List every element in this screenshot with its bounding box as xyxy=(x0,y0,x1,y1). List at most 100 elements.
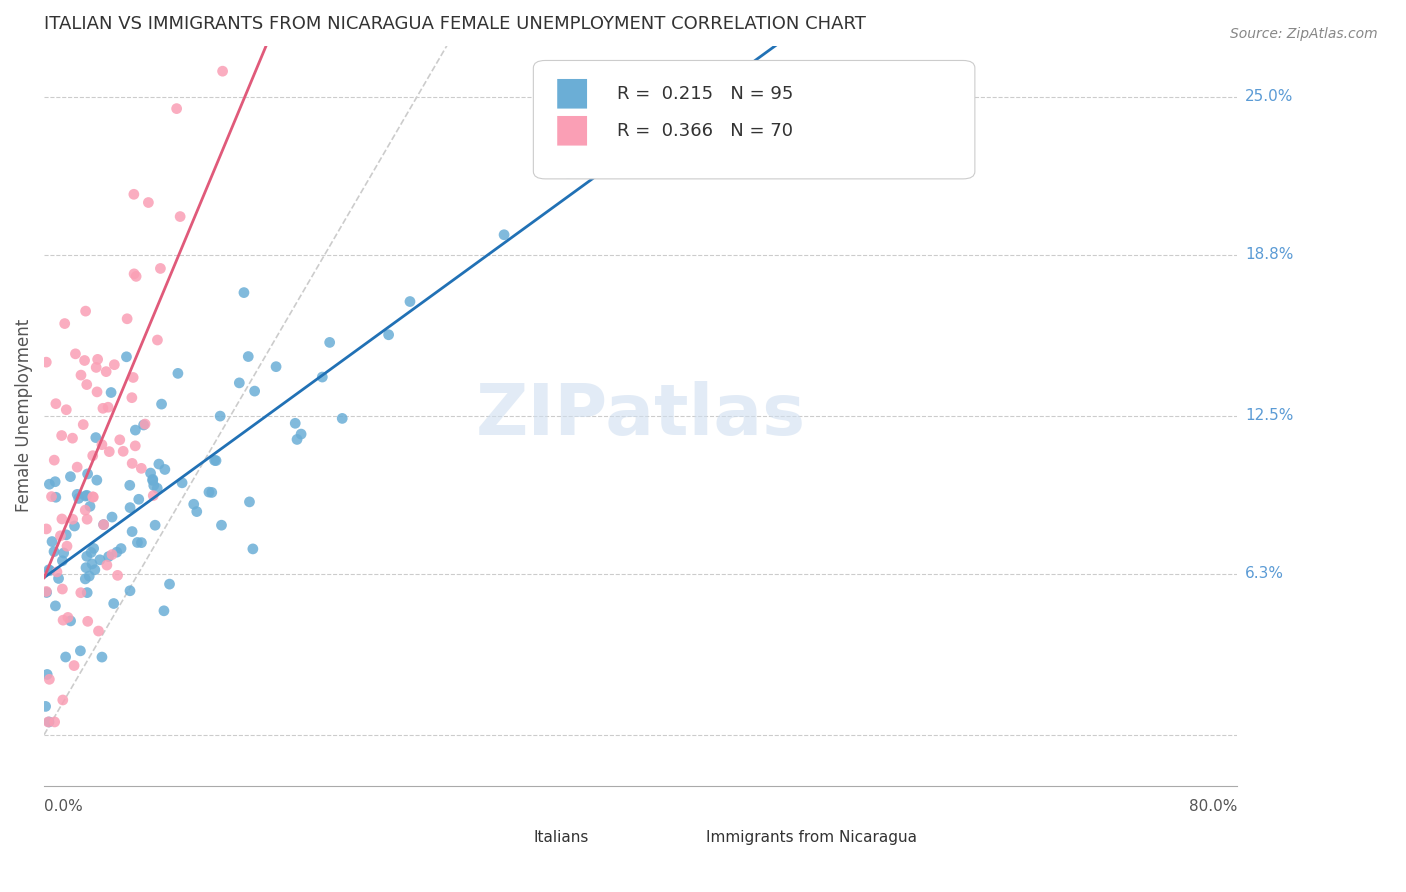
Point xyxy=(150,397,173,411)
Point xyxy=(142,489,165,503)
Point xyxy=(80,545,103,559)
Point xyxy=(42,544,65,558)
Point xyxy=(101,548,124,562)
Point xyxy=(63,519,86,533)
Text: Italians: Italians xyxy=(533,830,589,845)
Text: 12.5%: 12.5% xyxy=(1244,409,1294,423)
Point xyxy=(122,370,145,384)
Point xyxy=(75,489,97,503)
Point xyxy=(121,524,143,539)
Point xyxy=(115,311,138,326)
Point xyxy=(149,261,172,276)
Point xyxy=(146,333,169,347)
Point xyxy=(112,444,135,458)
Text: 25.0%: 25.0% xyxy=(1244,89,1294,104)
Point xyxy=(211,518,233,533)
Point xyxy=(52,613,75,627)
FancyBboxPatch shape xyxy=(474,827,522,848)
Point xyxy=(41,534,63,549)
Point xyxy=(35,584,58,599)
Text: 18.8%: 18.8% xyxy=(1244,247,1294,262)
Point xyxy=(228,376,250,390)
Point xyxy=(70,368,93,383)
FancyBboxPatch shape xyxy=(641,827,689,848)
Point xyxy=(76,512,98,526)
Point xyxy=(76,615,98,629)
Point xyxy=(122,267,145,281)
Point xyxy=(52,546,75,560)
Point xyxy=(243,384,266,398)
Point xyxy=(51,512,73,526)
Point xyxy=(142,472,165,486)
Point xyxy=(51,428,73,442)
Point xyxy=(97,401,120,415)
Point xyxy=(105,545,128,559)
Point xyxy=(82,449,104,463)
Point xyxy=(83,541,105,556)
Point xyxy=(139,466,162,480)
Text: 0.0%: 0.0% xyxy=(44,798,83,814)
Point xyxy=(96,365,118,379)
Point xyxy=(311,370,333,384)
Point xyxy=(35,355,58,369)
Point xyxy=(201,485,224,500)
Point xyxy=(35,522,58,536)
Point xyxy=(37,714,59,729)
Point xyxy=(132,417,155,432)
Point xyxy=(98,444,121,458)
Point xyxy=(51,582,73,596)
Point xyxy=(127,535,149,549)
Point xyxy=(91,401,114,416)
Point xyxy=(72,417,94,432)
Point xyxy=(37,667,59,681)
Point xyxy=(46,565,69,579)
Point xyxy=(59,469,82,483)
Point xyxy=(38,477,60,491)
Point xyxy=(142,478,165,492)
Point xyxy=(110,541,132,556)
Point xyxy=(125,269,148,284)
Point xyxy=(44,599,66,613)
Point xyxy=(108,433,131,447)
Point xyxy=(75,572,97,586)
Y-axis label: Female Unemployment: Female Unemployment xyxy=(15,319,32,512)
Point xyxy=(121,457,143,471)
Point xyxy=(118,478,141,492)
Point xyxy=(87,624,110,638)
Point xyxy=(75,503,97,517)
Point xyxy=(51,554,73,568)
Text: 6.3%: 6.3% xyxy=(1244,566,1284,582)
Point xyxy=(143,518,166,533)
Point xyxy=(232,285,254,300)
Point xyxy=(494,227,516,242)
Point xyxy=(76,488,98,502)
Point xyxy=(120,500,142,515)
Point xyxy=(101,510,124,524)
Point xyxy=(290,427,312,442)
Point xyxy=(128,492,150,507)
Point xyxy=(285,433,308,447)
Point xyxy=(97,549,120,564)
Point xyxy=(38,564,60,578)
Text: 80.0%: 80.0% xyxy=(1189,798,1237,814)
Point xyxy=(167,367,190,381)
Point xyxy=(318,335,340,350)
Point xyxy=(103,358,125,372)
Point xyxy=(159,577,181,591)
Point xyxy=(204,453,226,467)
Point xyxy=(284,417,307,431)
Point xyxy=(86,352,108,367)
Point xyxy=(38,673,60,687)
Point xyxy=(138,195,160,210)
Point xyxy=(121,391,143,405)
Point xyxy=(330,411,353,425)
Point xyxy=(166,102,188,116)
Point xyxy=(44,714,66,729)
Point xyxy=(35,585,58,599)
Point xyxy=(122,187,145,202)
Point xyxy=(62,512,84,526)
Point xyxy=(153,462,176,476)
Point xyxy=(146,481,169,495)
Point xyxy=(75,560,97,574)
Point xyxy=(100,385,122,400)
